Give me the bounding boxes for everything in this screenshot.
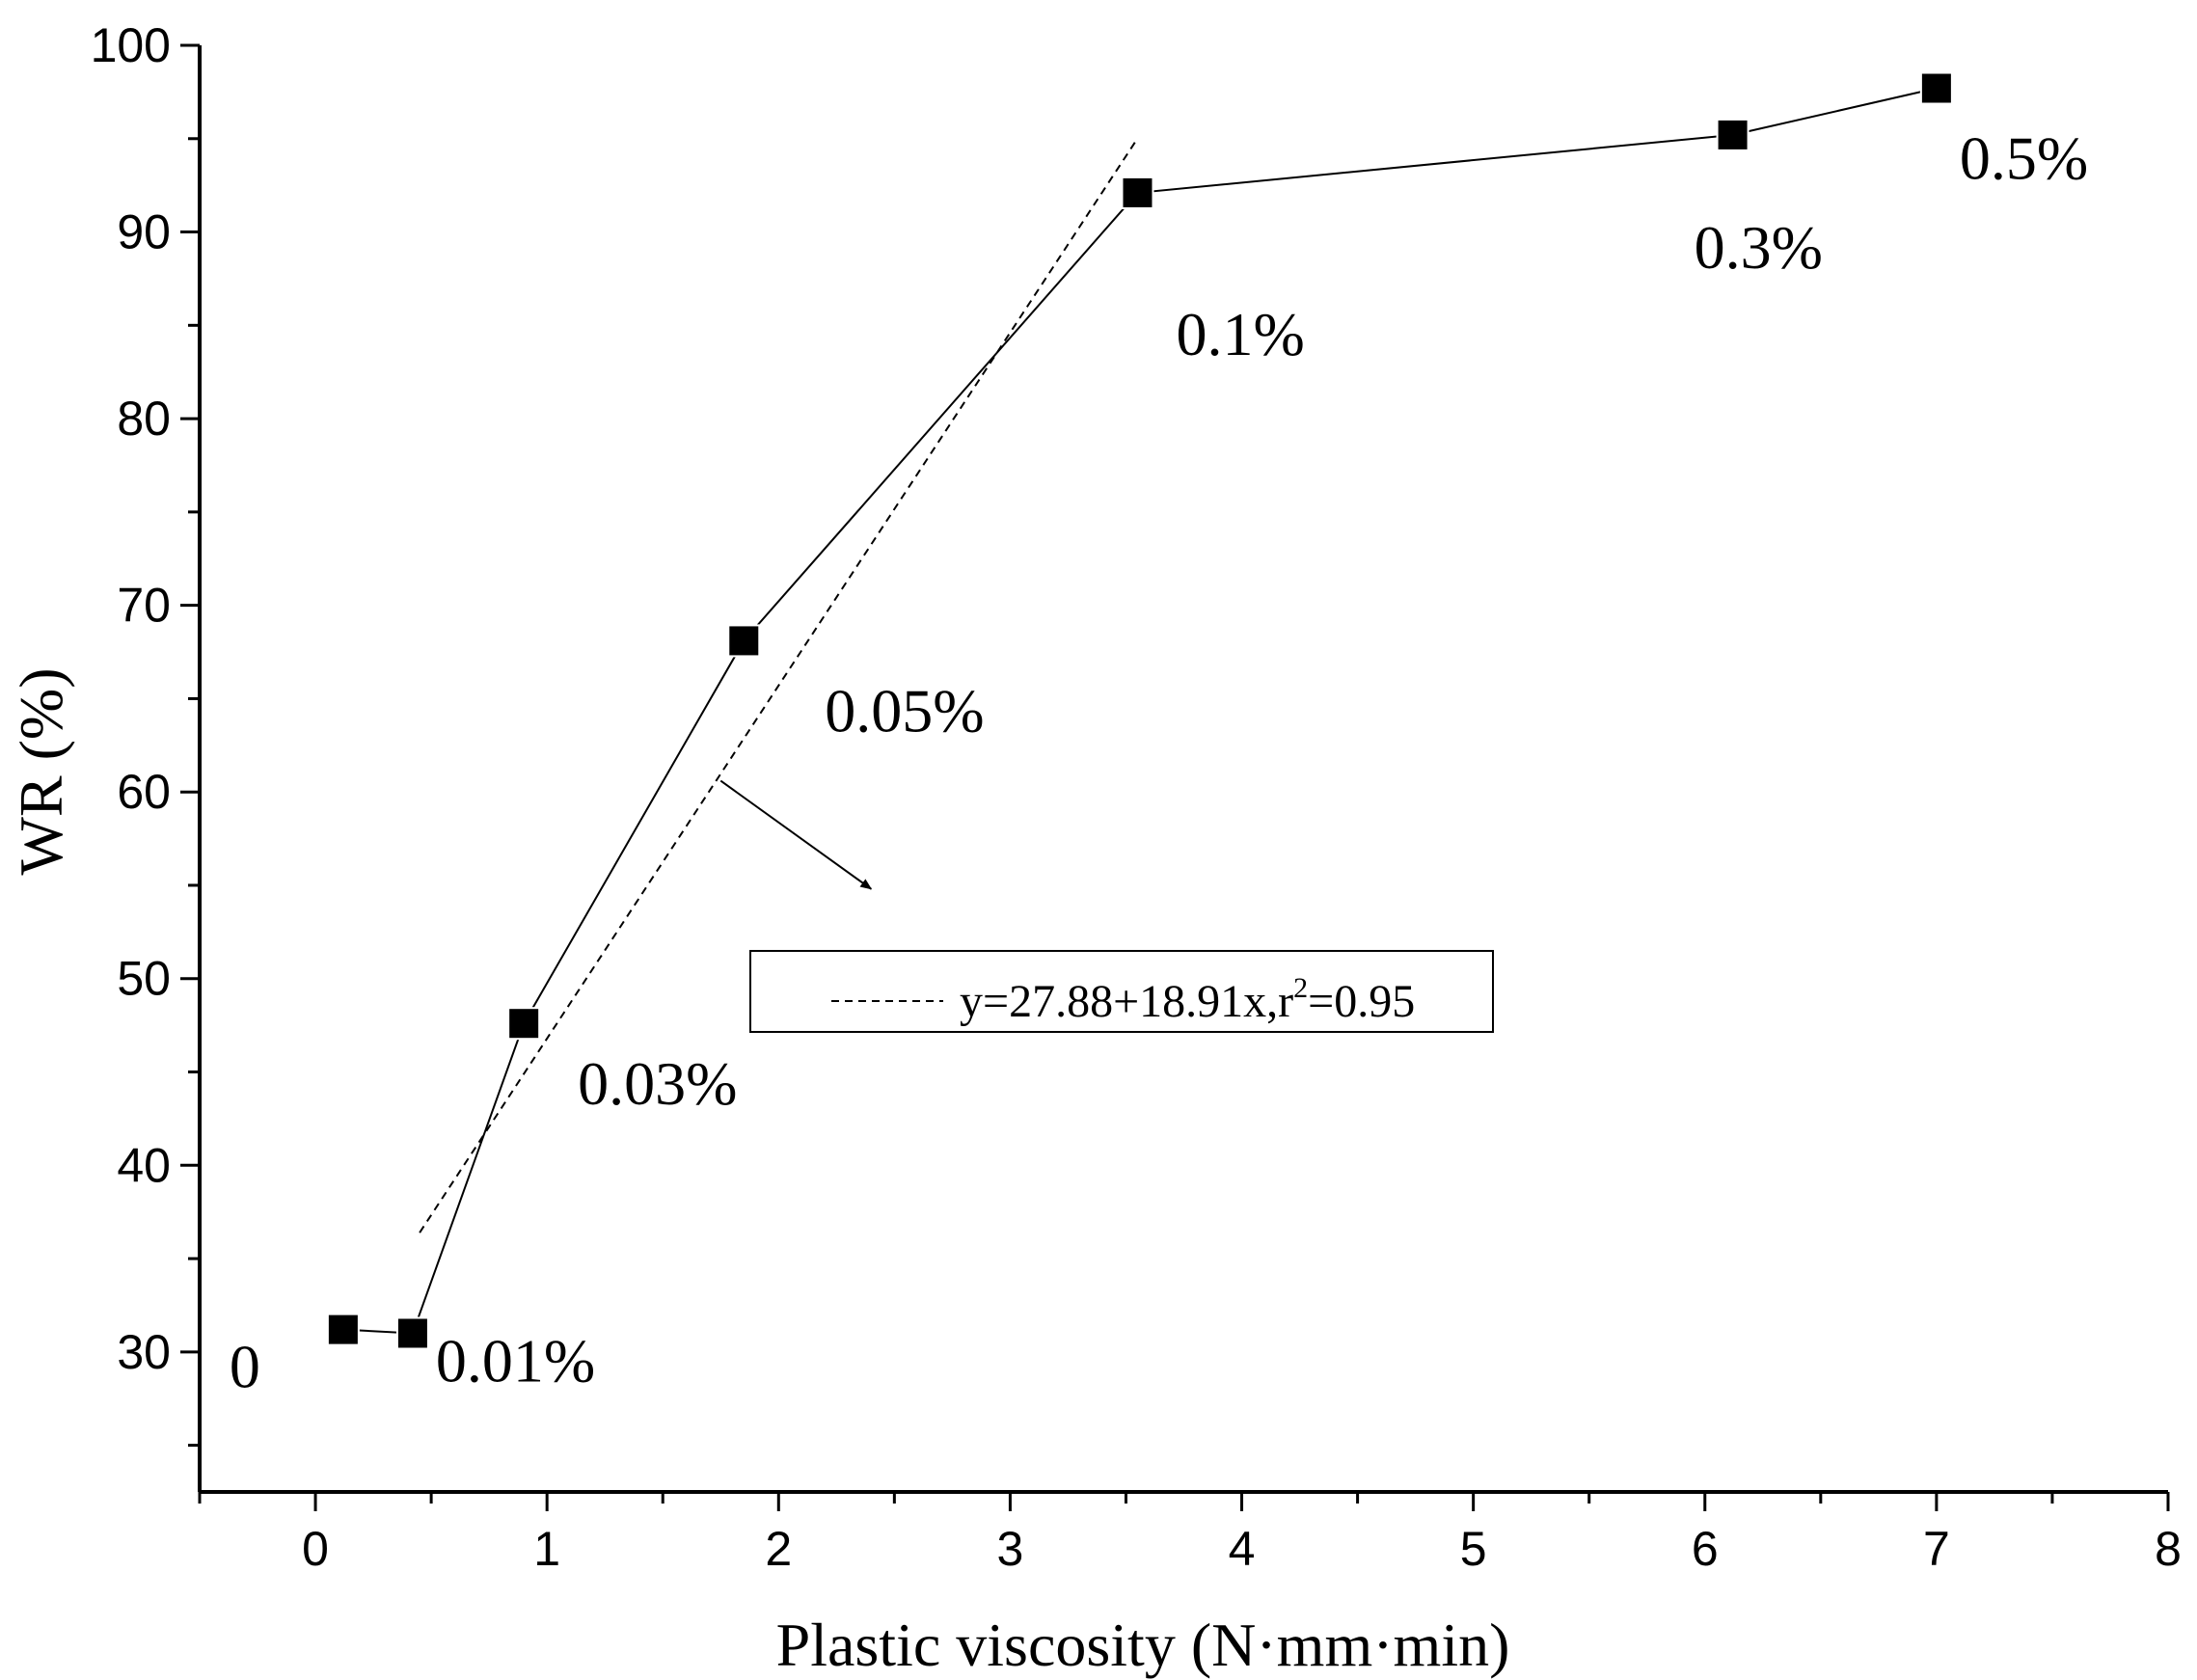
- data-point-marker: [727, 624, 761, 658]
- x-tick-label: 5: [1460, 1522, 1487, 1576]
- y-axis-title: WR (%): [7, 667, 75, 875]
- x-tick-label: 1: [533, 1522, 560, 1576]
- data-point-marker: [326, 1313, 360, 1346]
- point-label: 0: [230, 1333, 260, 1401]
- data-point-marker: [507, 1007, 541, 1041]
- data-point-marker: [1919, 71, 1953, 105]
- x-axis-title: Plastic viscosity (N·mm·min): [776, 1611, 1510, 1679]
- x-tick-label: 8: [2155, 1522, 2182, 1576]
- y-tick-label: 60: [117, 765, 171, 819]
- x-tick-label: 0: [302, 1522, 329, 1576]
- x-tick-label: 7: [1923, 1522, 1950, 1576]
- axes: 30 40 50 60 70 80 90 100 0 1 2 3 4 5 6 7 8: [91, 18, 2182, 1576]
- x-tick-label: 6: [1692, 1522, 1719, 1576]
- legend: y=27.88+18.91x,r2=0.95: [749, 950, 1494, 1033]
- y-tick-label: 70: [117, 579, 171, 633]
- legend-label-suffix: =0.95: [1308, 976, 1415, 1027]
- point-label: 0.03%: [578, 1049, 737, 1118]
- y-tick-label: 90: [117, 205, 171, 259]
- y-tick-label: 80: [117, 392, 171, 446]
- point-label: 0.05%: [825, 676, 984, 745]
- point-label: 0.01%: [436, 1326, 595, 1395]
- x-tick-label: 4: [1229, 1522, 1256, 1576]
- point-labels-group: 0 0.01% 0.03% 0.05% 0.1% 0.3% 0.5%: [230, 124, 2088, 1401]
- point-label: 0.5%: [1960, 124, 2088, 193]
- y-tick-label: 30: [117, 1325, 171, 1379]
- y-tick-label: 100: [91, 18, 171, 72]
- legend-box: [749, 950, 1494, 1033]
- point-label: 0.3%: [1695, 213, 1823, 282]
- x-tick-label: 3: [997, 1522, 1024, 1576]
- legend-superscript: 2: [1293, 972, 1308, 1004]
- x-tick-label: 2: [765, 1522, 792, 1576]
- y-tick-label: 40: [117, 1138, 171, 1192]
- point-label: 0.1%: [1176, 300, 1304, 368]
- legend-label: y=27.88+18.91x,r2=0.95: [960, 972, 1415, 1027]
- fit-line-group: [419, 138, 1139, 1233]
- annotation-arrow: [719, 779, 873, 890]
- fit-line: [419, 138, 1139, 1233]
- y-tick-label: 50: [117, 952, 171, 1006]
- data-point-marker: [1121, 176, 1154, 209]
- data-point-marker: [395, 1316, 429, 1350]
- series-group: [326, 71, 1953, 1350]
- data-point-marker: [1716, 118, 1749, 151]
